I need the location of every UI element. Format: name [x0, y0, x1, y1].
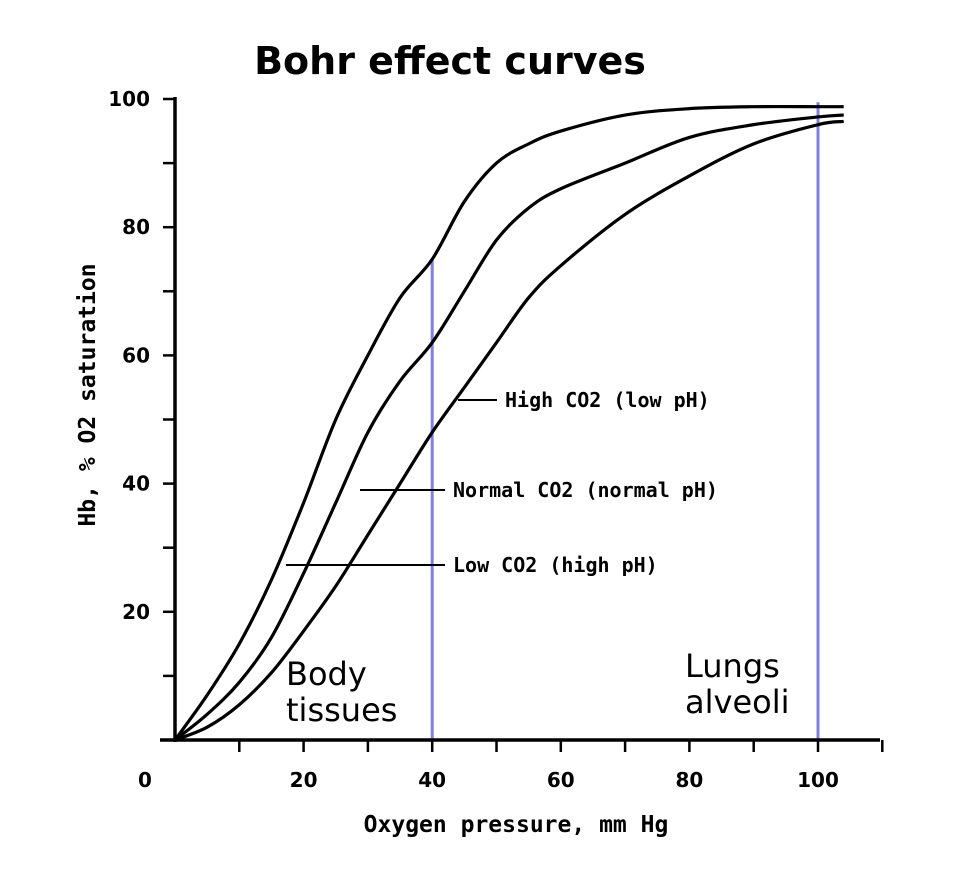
- chart-title: Bohr effect curves: [254, 39, 646, 83]
- reference-lines: [430, 102, 820, 740]
- y-tick-label: 60: [122, 343, 150, 367]
- y-tick-labels: 20 40 60 80 100: [108, 87, 150, 624]
- curves: [173, 104, 844, 742]
- curve-3: [174, 119, 844, 742]
- curve-1: [173, 104, 844, 741]
- region-label-1: Body tissues: [286, 655, 397, 729]
- series-label-leaders: [286, 399, 497, 566]
- x-axis-label: Oxygen pressure, mm Hg: [364, 812, 669, 838]
- x-tick-labels: 0 20 40 60 80 100: [138, 768, 839, 792]
- x-tick-label: 20: [290, 768, 318, 792]
- series-label: Normal CO2 (normal pH): [453, 478, 718, 502]
- x-tick-label: 0: [138, 768, 152, 792]
- x-tick-label: 60: [547, 768, 575, 792]
- x-tick-label: 80: [675, 768, 703, 792]
- region-label-2: Lungs alveoli: [685, 647, 789, 721]
- y-axis-label: Hb, % O2 saturation: [75, 263, 101, 526]
- x-tick-label: 40: [418, 768, 446, 792]
- curve-2: [174, 113, 844, 742]
- y-ticks: [163, 97, 175, 742]
- y-tick-label: 100: [108, 87, 150, 111]
- y-tick-label: 40: [122, 472, 150, 496]
- series-labels: High CO2 (low pH) Normal CO2 (normal pH) L…: [453, 388, 718, 577]
- series-label: Low CO2 (high pH): [453, 553, 658, 577]
- y-tick-label: 80: [122, 215, 150, 239]
- x-tick-label: 100: [797, 768, 839, 792]
- region-labels: Body tissues Lungs alveoli: [286, 647, 789, 729]
- x-ticks: [238, 740, 884, 752]
- y-tick-label: 20: [122, 600, 150, 624]
- series-label: High CO2 (low pH): [505, 388, 710, 412]
